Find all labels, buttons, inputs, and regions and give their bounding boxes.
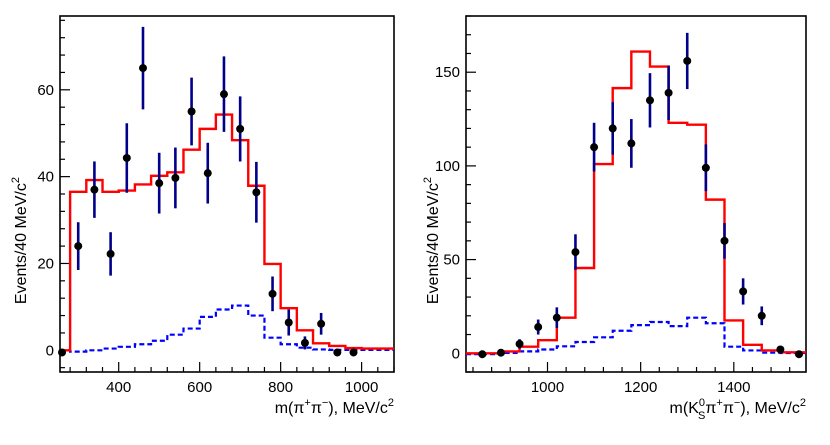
data-point xyxy=(187,107,196,116)
data-point xyxy=(496,348,505,357)
data-point xyxy=(664,88,673,97)
y-tick-label: 100 xyxy=(435,158,460,175)
data-point xyxy=(90,185,99,194)
data-point xyxy=(720,236,729,245)
x-tick-label: 600 xyxy=(187,379,212,396)
data-point xyxy=(645,96,654,105)
data-point xyxy=(252,188,261,197)
data-point xyxy=(284,318,293,327)
data-point xyxy=(795,350,804,359)
data-point xyxy=(236,124,245,133)
data-point xyxy=(776,345,785,354)
y-tick-label: 150 xyxy=(435,64,460,81)
data-point xyxy=(268,289,277,298)
plot-frame-right xyxy=(465,15,807,373)
background-fit-histogram xyxy=(60,304,394,353)
data-point xyxy=(203,169,212,178)
y-tick-label: 60 xyxy=(37,82,54,99)
data-point xyxy=(534,323,543,332)
data-point xyxy=(317,319,326,328)
data-point xyxy=(171,173,180,182)
x-axis-title-right: m(K0 Sπ+π−), MeV/c2 xyxy=(670,397,806,422)
x-axis-title-left: m(π+π−), MeV/c2 xyxy=(275,397,394,417)
data-point xyxy=(74,242,83,251)
data-point xyxy=(701,163,710,172)
y-axis-title-left: Events/40 MeV/c2 xyxy=(10,177,30,304)
data-point xyxy=(333,348,342,357)
x-tick-label: 800 xyxy=(268,379,293,396)
data-point xyxy=(122,153,131,162)
data-point xyxy=(683,56,692,65)
data-point xyxy=(571,248,580,257)
data-point xyxy=(300,338,309,347)
panel-right-ks-pi-pi: Events/40 MeV/c2 m(K0 Sπ+π−), MeV/c2 1000… xyxy=(422,15,807,422)
data-point xyxy=(590,143,599,152)
data-point xyxy=(739,287,748,296)
data-point xyxy=(106,249,115,258)
data-point xyxy=(138,64,147,73)
x-tick-label: 400 xyxy=(106,379,131,396)
data-point xyxy=(757,311,766,320)
data-point xyxy=(515,339,524,348)
x-tick-label: 1400 xyxy=(717,379,750,396)
y-tick-label: 40 xyxy=(37,169,54,186)
data-point xyxy=(608,124,617,133)
data-point xyxy=(627,139,636,148)
plot-frame-left xyxy=(59,15,395,373)
data-point xyxy=(58,348,67,357)
background-fit-histogram xyxy=(466,316,806,356)
data-point xyxy=(478,350,487,359)
x-tick-label: 1200 xyxy=(624,379,657,396)
data-point xyxy=(219,90,228,99)
data-point xyxy=(349,348,358,357)
total-fit-histogram xyxy=(466,50,806,355)
panel-left-pi-pi: Events/40 MeV/c2 m(π+π−), MeV/c2 400 600 8… xyxy=(10,15,395,417)
y-tick-label: 50 xyxy=(443,252,460,269)
data-point xyxy=(552,313,561,322)
y-tick-label: 0 xyxy=(46,342,54,359)
x-tick-label: 1000 xyxy=(345,379,378,396)
y-axis-title-right: Events/40 MeV/c2 xyxy=(422,177,442,304)
total-fit-histogram xyxy=(60,113,394,352)
y-tick-label: 0 xyxy=(452,345,460,362)
y-tick-label: 20 xyxy=(37,255,54,272)
x-tick-label: 1000 xyxy=(531,379,564,396)
data-point xyxy=(155,179,164,188)
